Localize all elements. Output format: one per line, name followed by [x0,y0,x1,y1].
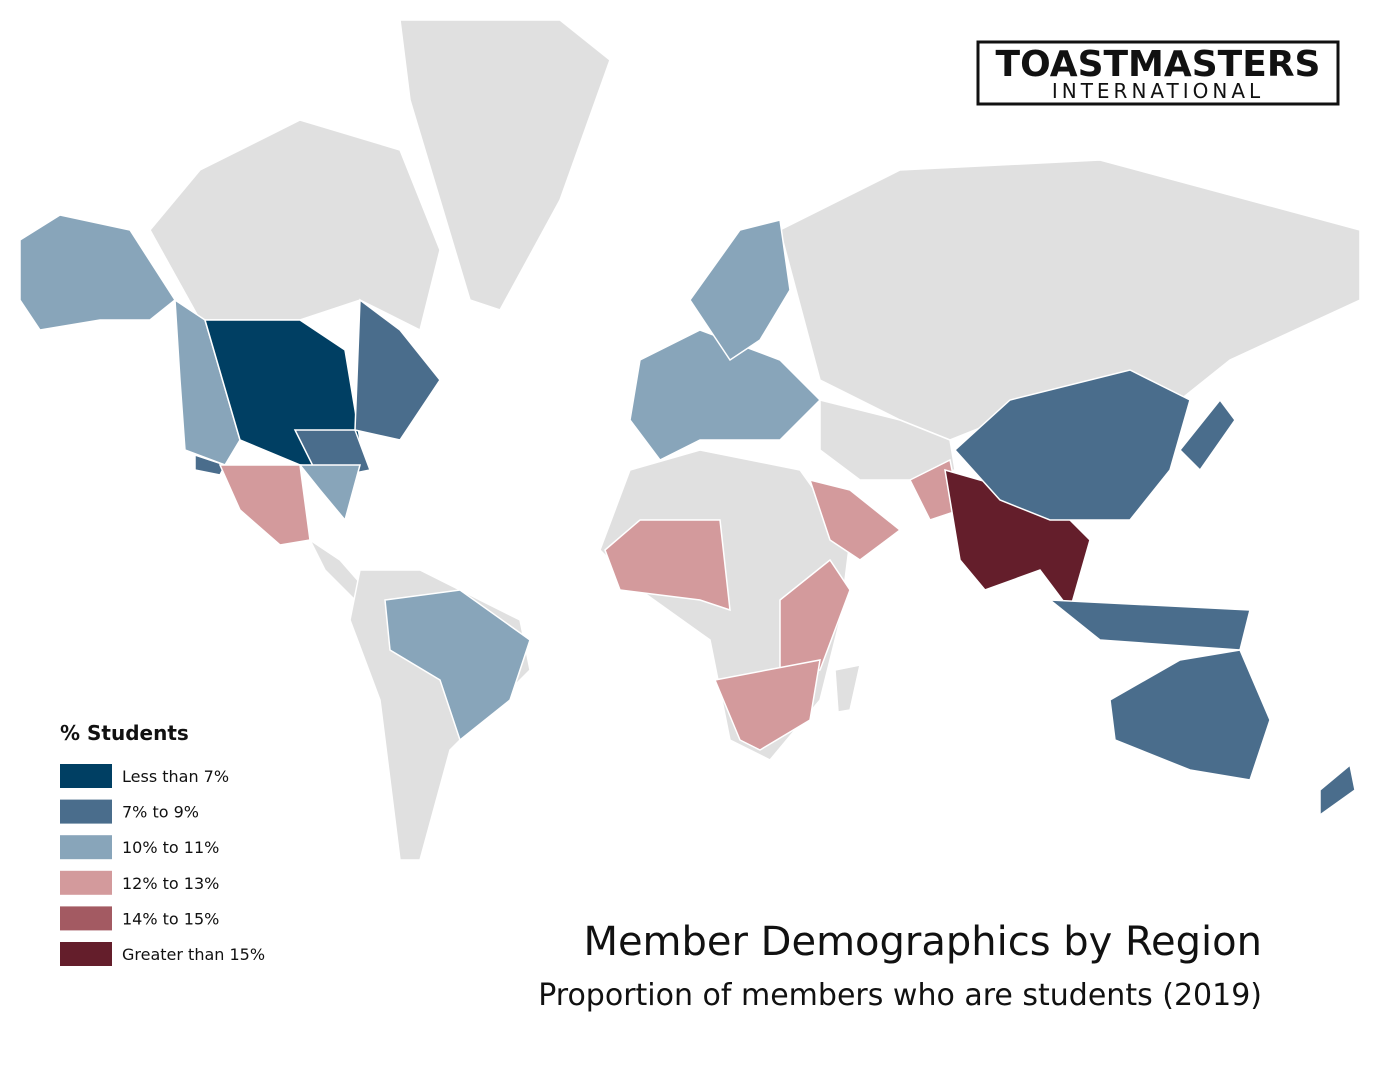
region [808,478,902,561]
logo-name: TOASTMASTERS [996,44,1321,85]
logo-box [976,40,1340,106]
region [779,558,851,681]
legend-label: 7% to 9% [122,803,199,822]
region [194,453,227,476]
legend-label: 14% to 15% [122,909,219,928]
legend-label: Greater than 15% [122,945,265,964]
regions [19,214,1356,817]
region [1319,763,1356,817]
title: Member Demographics by Region [583,919,1262,965]
region [1047,599,1251,651]
region [384,589,531,742]
logo: TOASTMASTERS INTERNATIONAL [976,40,1340,106]
legend-swatch [60,942,112,966]
region [298,464,361,522]
region [953,369,1191,521]
legend-label: Less than 7% [122,767,229,786]
region [354,298,441,441]
legend-swatch [60,870,112,895]
region [713,659,821,751]
legend-swatch [60,764,112,788]
legend-swatch [60,835,112,860]
region [689,219,791,362]
logo-subtitle: INTERNATIONAL [1052,79,1264,103]
legend-swatch [60,906,112,931]
legend-label: 12% to 13% [122,874,219,893]
region [604,519,731,612]
region [1178,398,1236,472]
region [1109,649,1271,781]
legend-swatch [60,799,112,824]
legend-label: 10% to 11% [122,838,219,857]
region [19,214,176,331]
legend-title: % Students [60,721,189,745]
subtitle: Proportion of members who are students (… [538,978,1262,1013]
legend: Less than 7% 7% to 9% 10% to 11% 12% to 13%… [60,764,265,966]
region [218,464,311,546]
region [629,329,822,461]
